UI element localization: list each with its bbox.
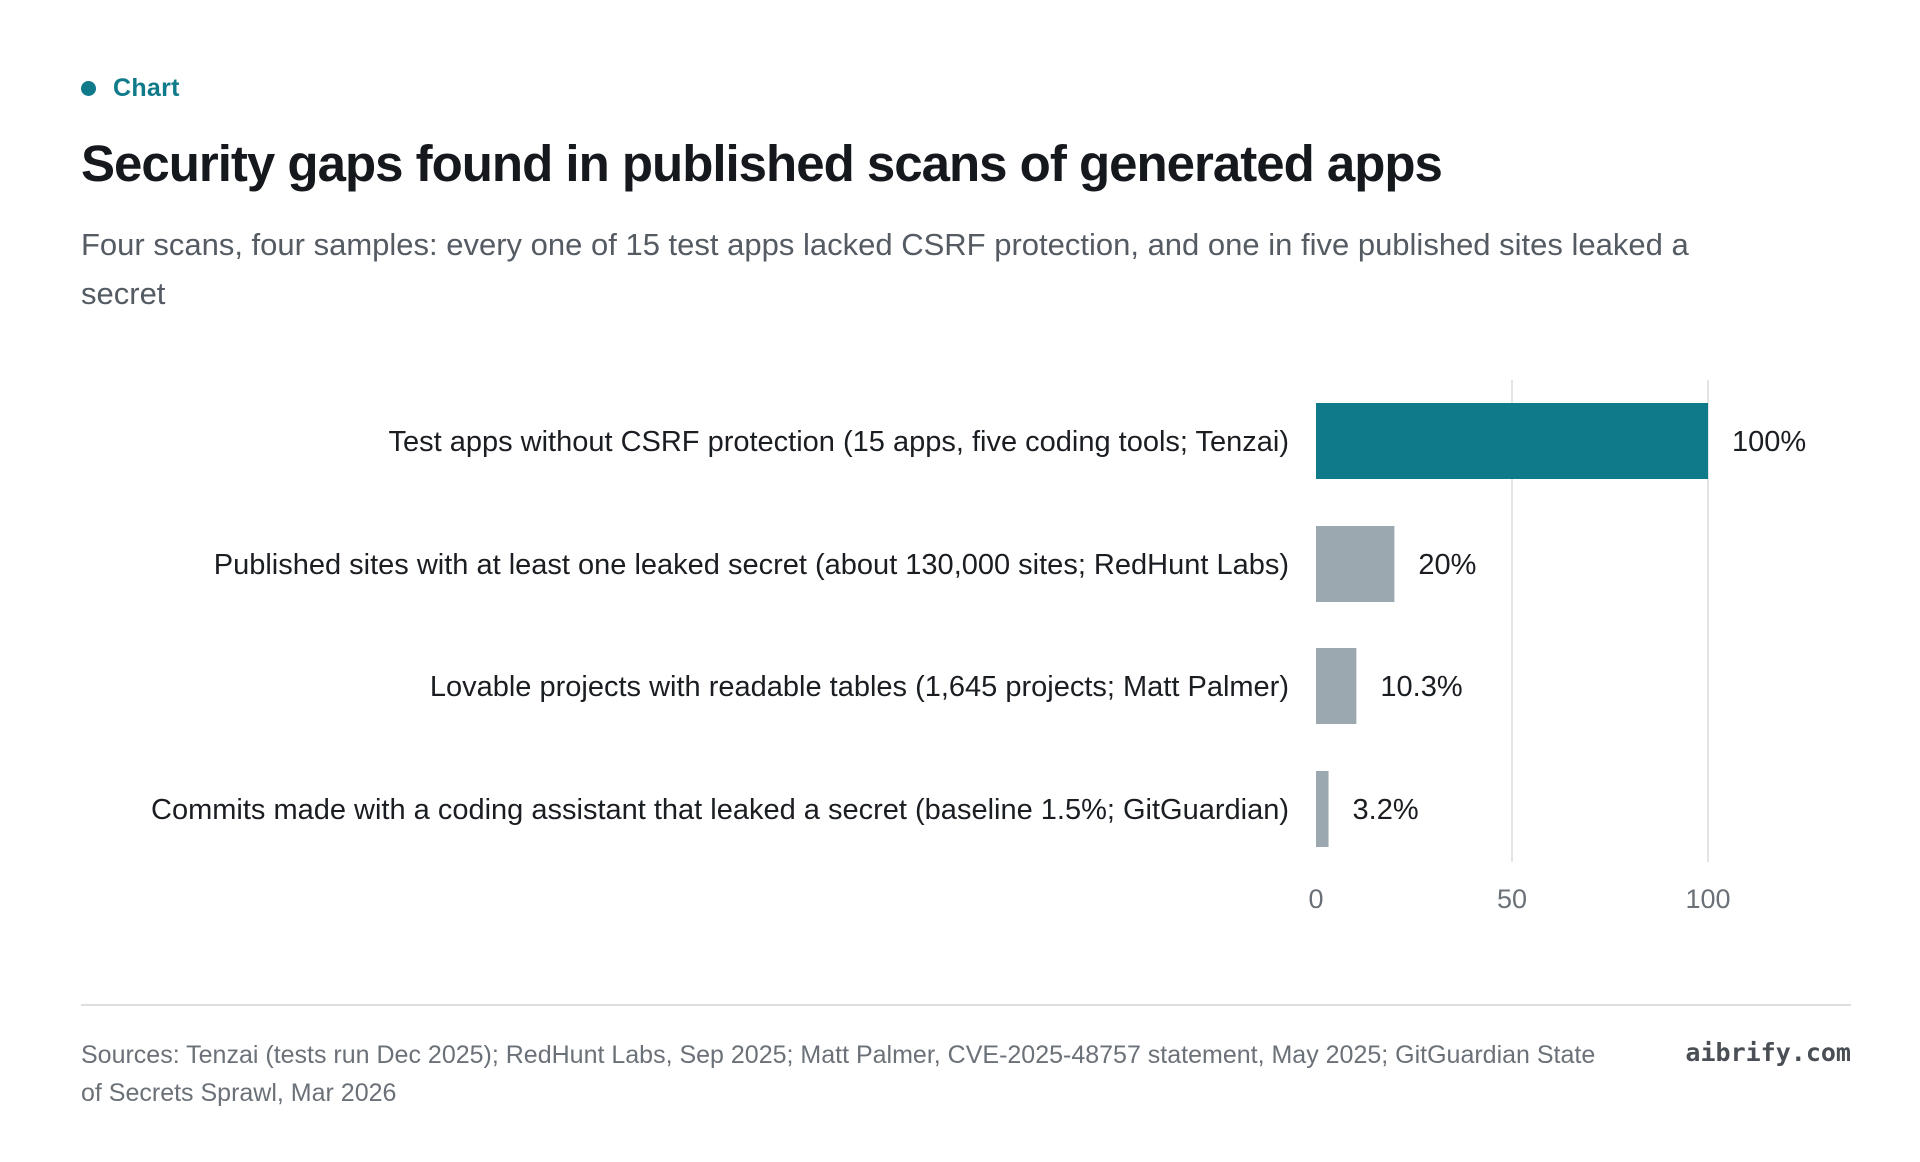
bar-chart: Test apps without CSRF protection (15 ap… (151, 380, 1806, 914)
bar-1 (1316, 526, 1395, 602)
category-label-1: Published sites with at least one leaked… (214, 549, 1289, 581)
eyebrow: Chart (81, 74, 180, 103)
chart-card: Chart Security gaps found in published s… (81, 0, 1851, 1162)
category-label-2: Lovable projects with readable tables (1… (430, 671, 1289, 703)
bar-3 (1316, 771, 1329, 847)
x-tick-label-0: 0 (1308, 884, 1323, 914)
value-label-1: 20% (1418, 549, 1476, 581)
value-label-3: 3.2% (1353, 794, 1419, 826)
x-tick-label-100: 100 (1685, 884, 1730, 914)
x-tick-label-50: 50 (1497, 884, 1527, 914)
category-label-0: Test apps without CSRF protection (15 ap… (388, 426, 1289, 458)
chart-subtitle: Four scans, four samples: every one of 1… (81, 227, 1689, 311)
brand-logo: aibrify.com (1685, 1038, 1851, 1067)
footer-divider (81, 1004, 1851, 1006)
bar-0 (1316, 403, 1708, 479)
value-label-2: 10.3% (1380, 671, 1462, 703)
sources-note: Sources: Tenzai (tests run Dec 2025); Re… (81, 1041, 1596, 1107)
value-label-0: 100% (1732, 426, 1806, 458)
chart-title: Security gaps found in published scans o… (81, 135, 1443, 192)
category-label-3: Commits made with a coding assistant tha… (151, 794, 1289, 826)
eyebrow-dot-icon (81, 81, 96, 96)
eyebrow-label: Chart (113, 74, 180, 102)
bar-2 (1316, 648, 1357, 724)
